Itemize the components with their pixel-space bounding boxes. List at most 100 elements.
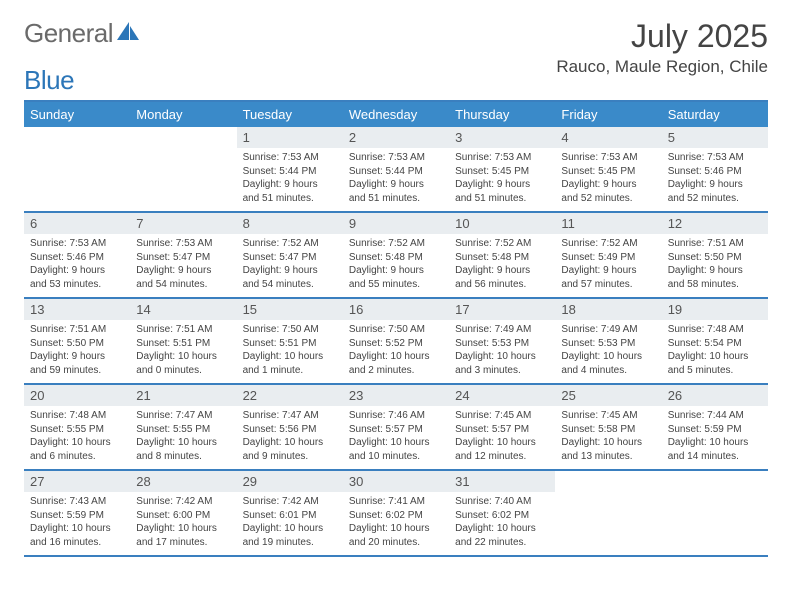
day-details: Sunrise: 7:48 AMSunset: 5:55 PMDaylight:…	[24, 406, 130, 469]
day-number: 2	[343, 127, 449, 148]
day-number: 14	[130, 299, 236, 320]
week-row: 13Sunrise: 7:51 AMSunset: 5:50 PMDayligh…	[24, 299, 768, 385]
day-number: 9	[343, 213, 449, 234]
day-details: Sunrise: 7:53 AMSunset: 5:46 PMDaylight:…	[662, 148, 768, 211]
day-number: 11	[555, 213, 661, 234]
day-cell: 6Sunrise: 7:53 AMSunset: 5:46 PMDaylight…	[24, 213, 130, 297]
day-number: 8	[237, 213, 343, 234]
header: General July 2025 Rauco, Maule Region, C…	[24, 18, 768, 77]
day-cell: 28Sunrise: 7:42 AMSunset: 6:00 PMDayligh…	[130, 471, 236, 555]
day-details: Sunrise: 7:46 AMSunset: 5:57 PMDaylight:…	[343, 406, 449, 469]
day-details: Sunrise: 7:48 AMSunset: 5:54 PMDaylight:…	[662, 320, 768, 383]
day-cell: 16Sunrise: 7:50 AMSunset: 5:52 PMDayligh…	[343, 299, 449, 383]
day-number: 22	[237, 385, 343, 406]
day-details: Sunrise: 7:49 AMSunset: 5:53 PMDaylight:…	[555, 320, 661, 383]
day-cell: 10Sunrise: 7:52 AMSunset: 5:48 PMDayligh…	[449, 213, 555, 297]
day-number: 13	[24, 299, 130, 320]
day-details: Sunrise: 7:40 AMSunset: 6:02 PMDaylight:…	[449, 492, 555, 555]
day-cell: 4Sunrise: 7:53 AMSunset: 5:45 PMDaylight…	[555, 127, 661, 211]
weekday-header: Monday	[130, 102, 236, 127]
week-row: ..1Sunrise: 7:53 AMSunset: 5:44 PMDaylig…	[24, 127, 768, 213]
day-details: Sunrise: 7:43 AMSunset: 5:59 PMDaylight:…	[24, 492, 130, 555]
weekday-header: Tuesday	[237, 102, 343, 127]
day-cell: 7Sunrise: 7:53 AMSunset: 5:47 PMDaylight…	[130, 213, 236, 297]
day-cell: .	[662, 471, 768, 555]
day-details: Sunrise: 7:47 AMSunset: 5:56 PMDaylight:…	[237, 406, 343, 469]
brand-text-1: General	[24, 18, 113, 49]
day-details: Sunrise: 7:51 AMSunset: 5:51 PMDaylight:…	[130, 320, 236, 383]
day-cell: 11Sunrise: 7:52 AMSunset: 5:49 PMDayligh…	[555, 213, 661, 297]
day-number: 10	[449, 213, 555, 234]
day-number: 30	[343, 471, 449, 492]
day-cell: .	[130, 127, 236, 211]
day-cell: 14Sunrise: 7:51 AMSunset: 5:51 PMDayligh…	[130, 299, 236, 383]
day-details: Sunrise: 7:42 AMSunset: 6:00 PMDaylight:…	[130, 492, 236, 555]
day-cell: 29Sunrise: 7:42 AMSunset: 6:01 PMDayligh…	[237, 471, 343, 555]
day-number: 21	[130, 385, 236, 406]
day-details: Sunrise: 7:53 AMSunset: 5:47 PMDaylight:…	[130, 234, 236, 297]
day-number: 25	[555, 385, 661, 406]
day-number: 31	[449, 471, 555, 492]
day-details: Sunrise: 7:52 AMSunset: 5:47 PMDaylight:…	[237, 234, 343, 297]
day-cell: 22Sunrise: 7:47 AMSunset: 5:56 PMDayligh…	[237, 385, 343, 469]
day-cell: 26Sunrise: 7:44 AMSunset: 5:59 PMDayligh…	[662, 385, 768, 469]
day-number: 26	[662, 385, 768, 406]
brand-logo: General	[24, 18, 143, 49]
day-cell: 9Sunrise: 7:52 AMSunset: 5:48 PMDaylight…	[343, 213, 449, 297]
day-cell: 13Sunrise: 7:51 AMSunset: 5:50 PMDayligh…	[24, 299, 130, 383]
day-cell: 1Sunrise: 7:53 AMSunset: 5:44 PMDaylight…	[237, 127, 343, 211]
day-number: 27	[24, 471, 130, 492]
day-cell: 25Sunrise: 7:45 AMSunset: 5:58 PMDayligh…	[555, 385, 661, 469]
day-number: 1	[237, 127, 343, 148]
title-block: July 2025 Rauco, Maule Region, Chile	[556, 18, 768, 77]
day-details: Sunrise: 7:42 AMSunset: 6:01 PMDaylight:…	[237, 492, 343, 555]
calendar: SundayMondayTuesdayWednesdayThursdayFrid…	[24, 100, 768, 557]
day-cell: 5Sunrise: 7:53 AMSunset: 5:46 PMDaylight…	[662, 127, 768, 211]
day-details: Sunrise: 7:49 AMSunset: 5:53 PMDaylight:…	[449, 320, 555, 383]
day-details: Sunrise: 7:41 AMSunset: 6:02 PMDaylight:…	[343, 492, 449, 555]
weekday-header: Wednesday	[343, 102, 449, 127]
day-number: 3	[449, 127, 555, 148]
week-row: 27Sunrise: 7:43 AMSunset: 5:59 PMDayligh…	[24, 471, 768, 557]
day-cell: 24Sunrise: 7:45 AMSunset: 5:57 PMDayligh…	[449, 385, 555, 469]
day-details: Sunrise: 7:47 AMSunset: 5:55 PMDaylight:…	[130, 406, 236, 469]
day-number: 7	[130, 213, 236, 234]
weekday-header-row: SundayMondayTuesdayWednesdayThursdayFrid…	[24, 102, 768, 127]
weekday-header: Saturday	[662, 102, 768, 127]
day-cell: .	[24, 127, 130, 211]
day-number: 5	[662, 127, 768, 148]
day-number: 23	[343, 385, 449, 406]
day-number: 12	[662, 213, 768, 234]
day-details: Sunrise: 7:44 AMSunset: 5:59 PMDaylight:…	[662, 406, 768, 469]
day-cell: 17Sunrise: 7:49 AMSunset: 5:53 PMDayligh…	[449, 299, 555, 383]
day-details: Sunrise: 7:51 AMSunset: 5:50 PMDaylight:…	[662, 234, 768, 297]
brand-text-2: Blue	[24, 65, 74, 95]
day-number: 29	[237, 471, 343, 492]
day-cell: .	[555, 471, 661, 555]
day-number: 17	[449, 299, 555, 320]
day-cell: 12Sunrise: 7:51 AMSunset: 5:50 PMDayligh…	[662, 213, 768, 297]
day-details: Sunrise: 7:53 AMSunset: 5:45 PMDaylight:…	[555, 148, 661, 211]
day-number: 24	[449, 385, 555, 406]
week-row: 20Sunrise: 7:48 AMSunset: 5:55 PMDayligh…	[24, 385, 768, 471]
day-details: Sunrise: 7:52 AMSunset: 5:49 PMDaylight:…	[555, 234, 661, 297]
weekday-header: Friday	[555, 102, 661, 127]
day-details: Sunrise: 7:52 AMSunset: 5:48 PMDaylight:…	[449, 234, 555, 297]
day-cell: 15Sunrise: 7:50 AMSunset: 5:51 PMDayligh…	[237, 299, 343, 383]
day-details: Sunrise: 7:45 AMSunset: 5:58 PMDaylight:…	[555, 406, 661, 469]
day-details: Sunrise: 7:52 AMSunset: 5:48 PMDaylight:…	[343, 234, 449, 297]
day-details: Sunrise: 7:53 AMSunset: 5:44 PMDaylight:…	[237, 148, 343, 211]
weekday-header: Sunday	[24, 102, 130, 127]
day-cell: 3Sunrise: 7:53 AMSunset: 5:45 PMDaylight…	[449, 127, 555, 211]
day-details: Sunrise: 7:53 AMSunset: 5:46 PMDaylight:…	[24, 234, 130, 297]
day-cell: 8Sunrise: 7:52 AMSunset: 5:47 PMDaylight…	[237, 213, 343, 297]
day-details: Sunrise: 7:50 AMSunset: 5:51 PMDaylight:…	[237, 320, 343, 383]
day-number: 6	[24, 213, 130, 234]
day-cell: 21Sunrise: 7:47 AMSunset: 5:55 PMDayligh…	[130, 385, 236, 469]
day-cell: 2Sunrise: 7:53 AMSunset: 5:44 PMDaylight…	[343, 127, 449, 211]
day-number: 20	[24, 385, 130, 406]
brand-sail-icon	[115, 18, 141, 49]
day-cell: 19Sunrise: 7:48 AMSunset: 5:54 PMDayligh…	[662, 299, 768, 383]
month-title: July 2025	[556, 18, 768, 55]
day-details: Sunrise: 7:50 AMSunset: 5:52 PMDaylight:…	[343, 320, 449, 383]
